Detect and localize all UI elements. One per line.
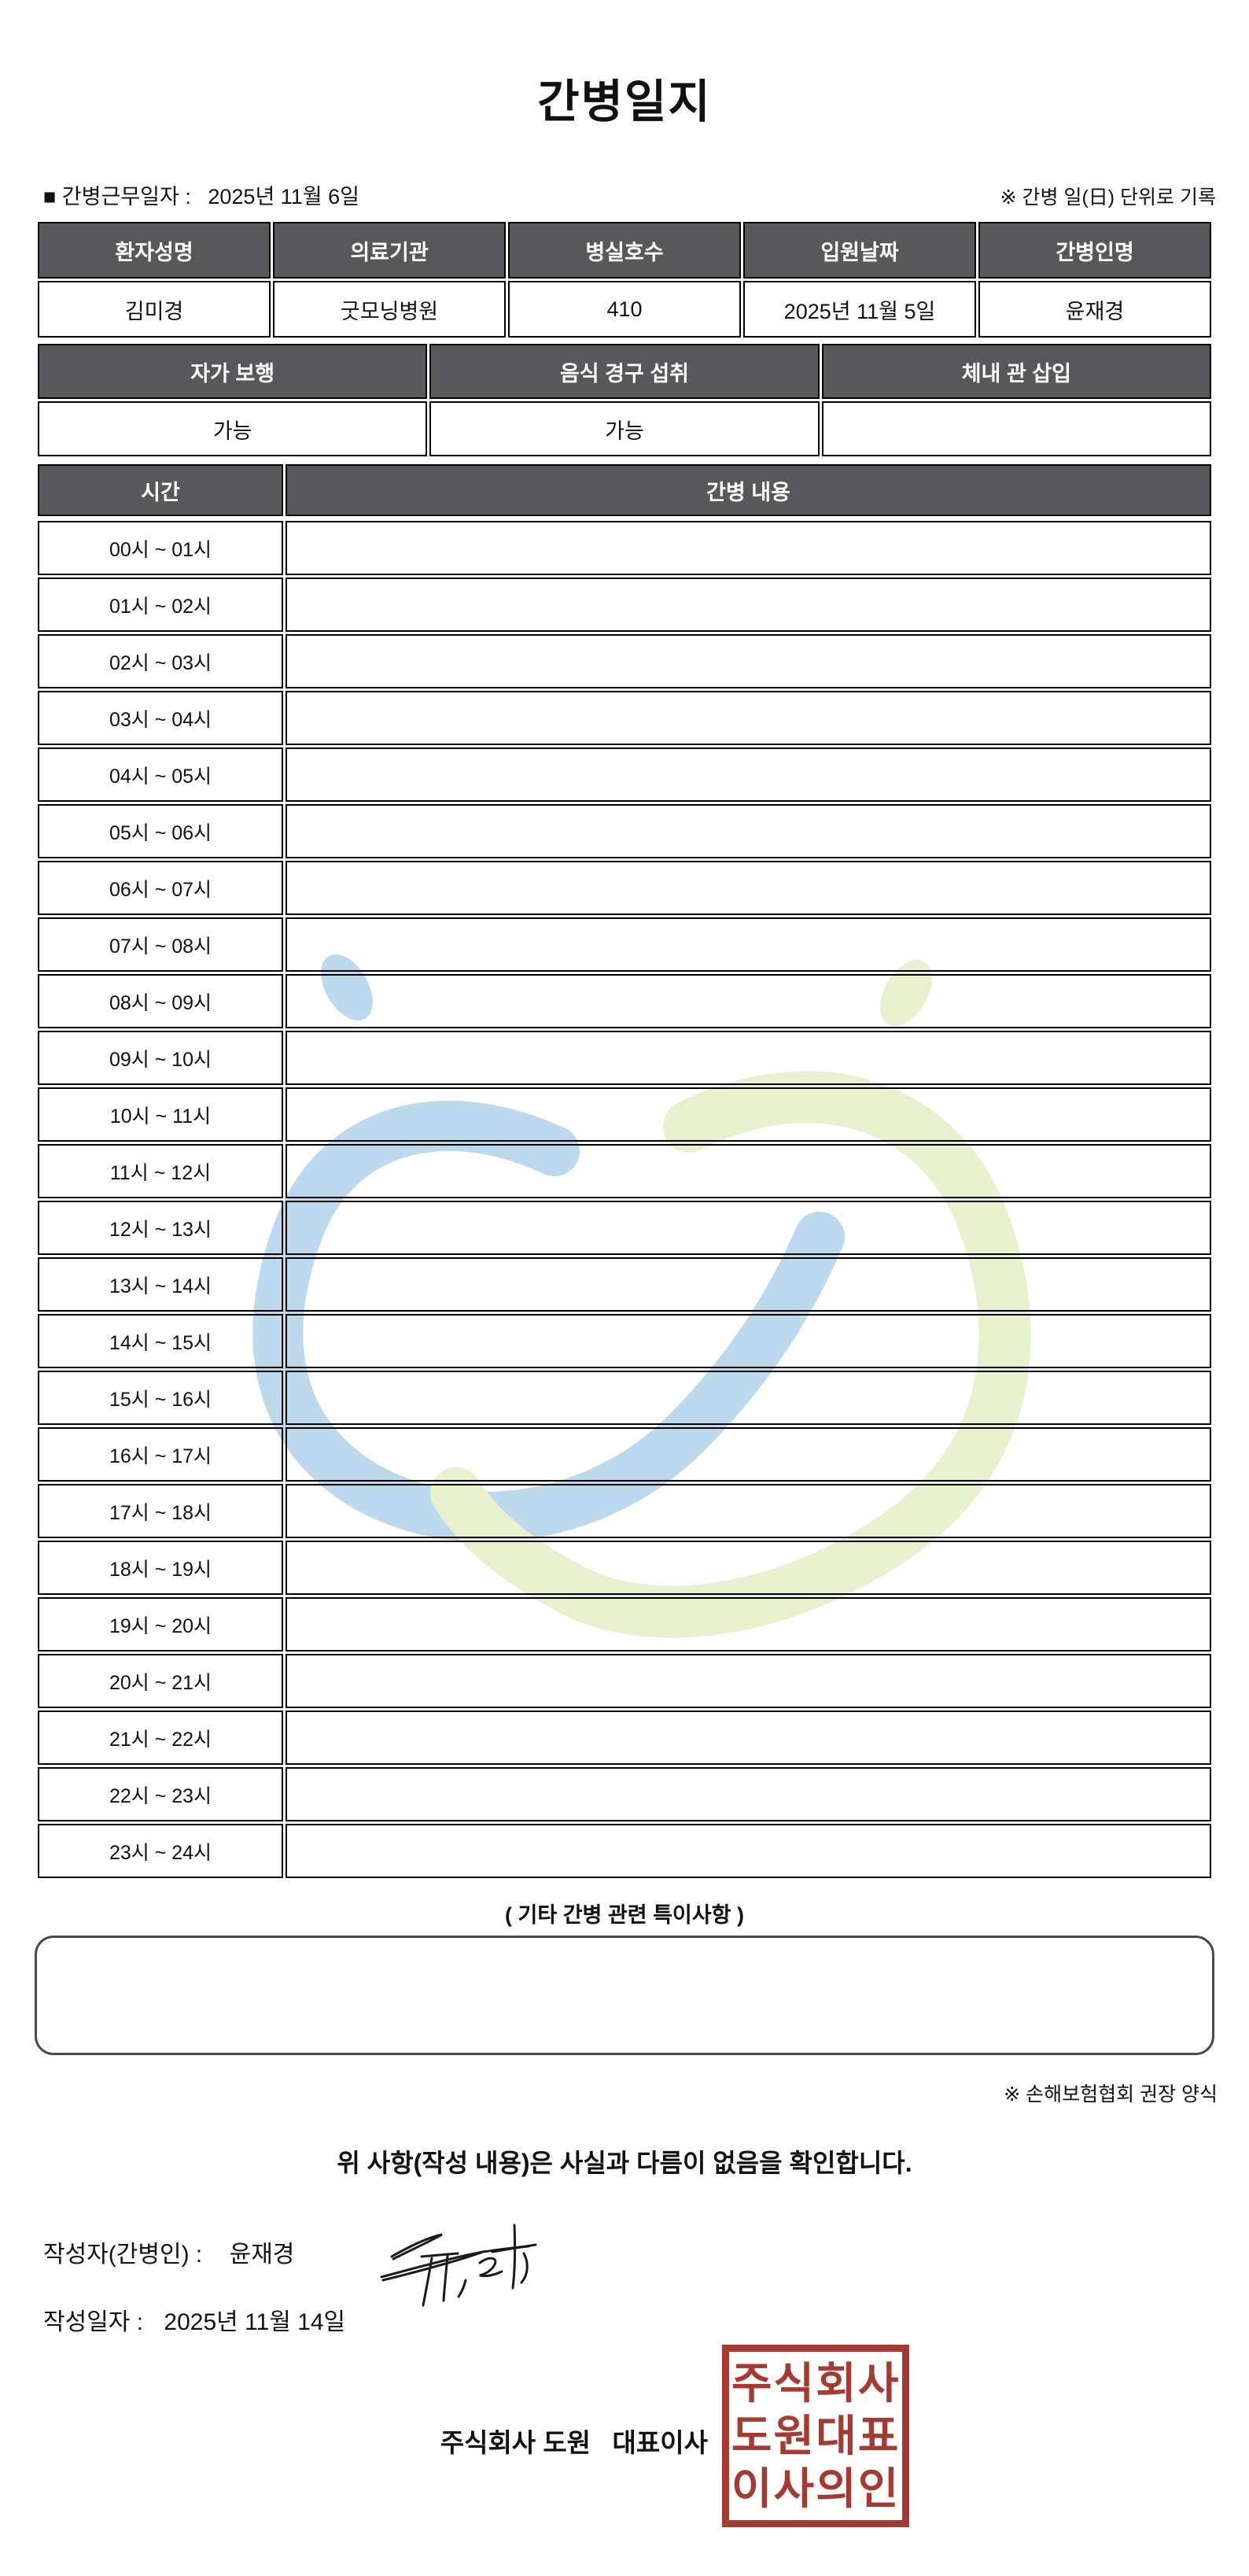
care-time-cell: 20시 ~ 21시 — [38, 1654, 283, 1708]
written-date-line: 작성일자 : 2025년 11월 14일 — [43, 2302, 345, 2337]
care-content-cell — [286, 1371, 1211, 1425]
care-time-cell: 01시 ~ 02시 — [38, 578, 283, 632]
notes-box — [35, 1936, 1214, 2055]
writer-name: 윤재경 — [229, 2242, 295, 2268]
care-time-cell: 03시 ~ 04시 — [38, 691, 283, 745]
care-content-cell — [286, 1201, 1211, 1255]
care-content-cell — [286, 861, 1211, 915]
patient-value-cell: 2025년 11월 5일 — [743, 281, 976, 338]
patient-value-cell: 김미경 — [38, 281, 271, 338]
care-time-header: 시간 — [38, 464, 283, 516]
condition-value-cell: 가능 — [38, 401, 428, 456]
writer-line: 작성자(간병인) : 윤재경 — [43, 2235, 294, 2269]
condition-header-cell: 음식 경구 섭취 — [429, 344, 820, 399]
care-content-cell — [286, 521, 1211, 575]
care-time-cell: 09시 ~ 10시 — [38, 1031, 283, 1085]
care-content-cell — [286, 917, 1211, 972]
confirmation-statement: 위 사항(작성 내용)은 사실과 다름이 없음을 확인합니다. — [337, 2149, 912, 2177]
condition-value-cell: 가능 — [429, 401, 820, 456]
patient-header-cell: 환자성명 — [38, 222, 271, 279]
condition-header-cell: 체내 관 삽입 — [821, 344, 1211, 399]
care-content-cell — [286, 1031, 1211, 1085]
care-time-cell: 15시 ~ 16시 — [38, 1371, 283, 1425]
care-time-cell: 05시 ~ 06시 — [38, 804, 283, 858]
patient-header-cell: 의료기관 — [273, 222, 506, 279]
care-content-cell — [286, 804, 1211, 858]
condition-table: 자가 보행 음식 경구 섭취 체내 관 삽입 가능 가능 — [38, 344, 1211, 456]
care-content-cell — [286, 1484, 1211, 1538]
care-content-cell — [286, 747, 1211, 802]
care-content-cell — [286, 1654, 1211, 1708]
work-date-label: ■ 간병근무일자 : — [43, 185, 191, 209]
care-time-cell: 22시 ~ 23시 — [38, 1767, 283, 1821]
care-time-cell: 08시 ~ 09시 — [38, 974, 283, 1028]
care-content-cell — [286, 1314, 1211, 1368]
work-date: ■ 간병근무일자 : 2025년 11월 6일 — [43, 179, 359, 210]
care-content-cell — [286, 578, 1211, 632]
company-ceo-line: 주식회사 도원 대표이사 — [440, 2428, 708, 2457]
care-content-cell — [286, 691, 1211, 745]
patient-header-cell: 입원날짜 — [743, 222, 976, 279]
care-content-cell — [286, 1257, 1211, 1312]
care-content-cell — [286, 634, 1211, 688]
unit-note: ※ 간병 일(日) 단위로 기록 — [1000, 186, 1216, 209]
care-time-cell: 21시 ~ 22시 — [38, 1711, 283, 1765]
care-content-cell — [286, 1711, 1211, 1765]
patient-header-cell: 병실호수 — [508, 222, 741, 279]
patient-value-cell: 410 — [508, 281, 741, 338]
care-time-cell: 13시 ~ 14시 — [38, 1257, 283, 1312]
patient-header-cell: 간병인명 — [978, 222, 1211, 279]
written-date-label: 작성일자 : — [43, 2309, 144, 2335]
care-time-cell: 16시 ~ 17시 — [38, 1427, 283, 1482]
patient-value-cell: 윤재경 — [978, 281, 1211, 338]
stamp-line: 주식회사 — [731, 2358, 901, 2408]
care-content-cell — [286, 1767, 1211, 1821]
written-date-value: 2025년 11월 14일 — [164, 2309, 346, 2335]
care-content-header: 간병 내용 — [286, 464, 1211, 516]
stamp-line: 도원대표 — [731, 2411, 901, 2460]
care-content-cell — [286, 1144, 1211, 1198]
care-time-cell: 19시 ~ 20시 — [38, 1597, 283, 1652]
care-time-cell: 18시 ~ 19시 — [38, 1541, 283, 1595]
care-time-cell: 11시 ~ 12시 — [38, 1144, 283, 1198]
care-time-cell: 23시 ~ 24시 — [38, 1824, 283, 1878]
care-time-cell: 04시 ~ 05시 — [38, 747, 283, 802]
notes-title: ( 기타 간병 관련 특이사항 ) — [505, 1903, 744, 1927]
care-content-cell — [286, 1597, 1211, 1652]
care-log-table: 시간 간병 내용 00시 ~ 01시 01시 ~ 02시 02시 ~ 03시 03시 ~ … — [38, 464, 1211, 1878]
condition-header-cell: 자가 보행 — [38, 344, 428, 399]
corporate-seal-stamp: 주식회사 도원대표 이사의인 — [722, 2345, 909, 2527]
care-time-cell: 17시 ~ 18시 — [38, 1484, 283, 1538]
care-content-cell — [286, 974, 1211, 1028]
care-time-cell: 06시 ~ 07시 — [38, 861, 283, 915]
care-time-cell: 10시 ~ 11시 — [38, 1087, 283, 1142]
care-time-cell: 07시 ~ 08시 — [38, 917, 283, 972]
care-time-cell: 14시 ~ 15시 — [38, 1314, 283, 1368]
care-content-cell — [286, 1541, 1211, 1595]
recommended-form-note: ※ 손해보험협회 권장 양식 — [1004, 2083, 1218, 2105]
care-time-cell: 02시 ~ 03시 — [38, 634, 283, 688]
stamp-line: 이사의인 — [731, 2463, 901, 2513]
work-date-value: 2025년 11월 6일 — [208, 185, 360, 209]
page-title: 간병일지 — [537, 76, 712, 127]
care-time-cell: 12시 ~ 13시 — [38, 1201, 283, 1255]
info-line: ■ 간병근무일자 : 2025년 11월 6일 ※ 간병 일(日) 단위로 기록 — [43, 179, 1216, 210]
condition-value-cell — [821, 401, 1211, 456]
care-content-cell — [286, 1087, 1211, 1142]
care-content-cell — [286, 1824, 1211, 1878]
caregiver-signature — [380, 2224, 537, 2307]
care-time-cell: 00시 ~ 01시 — [38, 521, 283, 575]
care-content-cell — [286, 1427, 1211, 1482]
patient-value-cell: 굿모닝병원 — [273, 281, 506, 338]
writer-label: 작성자(간병인) : — [43, 2242, 203, 2268]
